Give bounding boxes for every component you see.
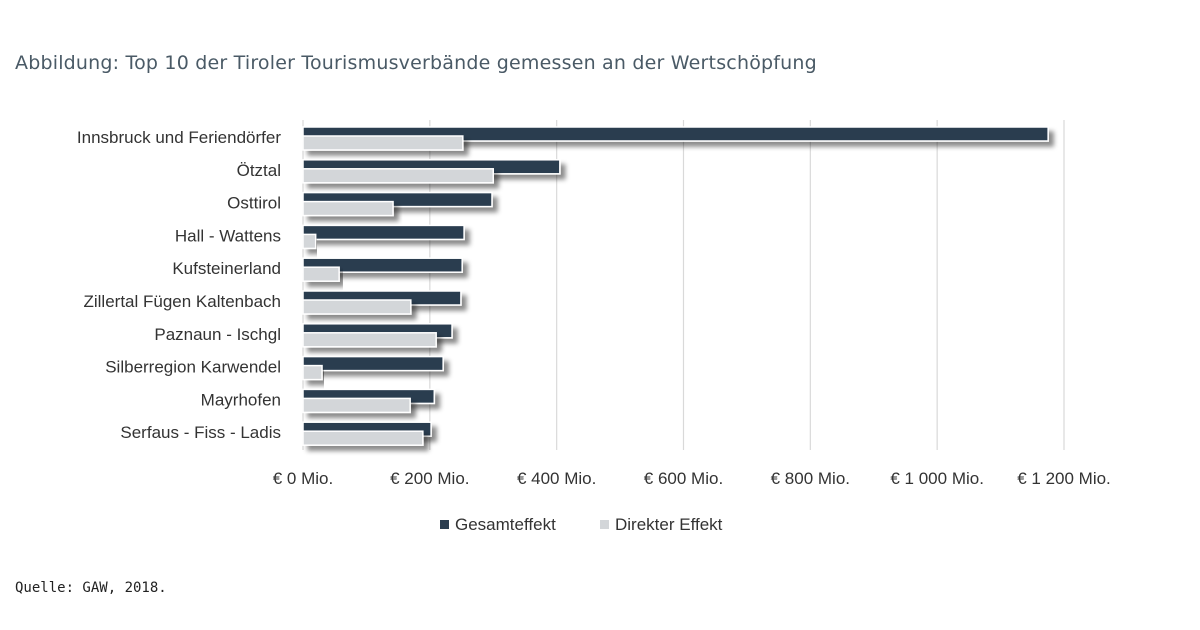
x-tick-label: € 800 Mio.: [771, 469, 850, 488]
bar-direkter-effekt: [302, 135, 464, 151]
bar-direkter-effekt: [302, 364, 323, 381]
category-label: Hall - Wattens: [175, 226, 281, 245]
category-label: Serfaus - Fiss - Ladis: [120, 423, 281, 442]
x-tick-label: € 1 200 Mio.: [1017, 469, 1111, 488]
x-tick-label: € 200 Mio.: [390, 469, 469, 488]
bar-direkter-effekt: [302, 397, 411, 414]
x-tick-label: € 1 000 Mio.: [890, 469, 984, 488]
bar-gesamteffekt: [302, 355, 444, 372]
category-label: Kufsteinerland: [172, 259, 281, 278]
category-label: Paznaun - Ischgl: [154, 325, 281, 344]
chart-title: Abbildung: Top 10 der Tiroler Tourismusv…: [15, 52, 817, 74]
source-note: Quelle: GAW, 2018.: [15, 580, 167, 596]
category-label: Zillertal Fügen Kaltenbach: [83, 292, 281, 311]
x-tick-label: € 400 Mio.: [517, 469, 596, 488]
category-label: Osttirol: [227, 194, 281, 213]
category-label: Silberregion Karwendel: [105, 358, 281, 377]
bar-gesamteffekt: [302, 126, 1049, 142]
bar-direkter-effekt: [302, 233, 317, 250]
category-label: Ötztal: [237, 161, 281, 180]
legend-label: Gesamteffekt: [455, 515, 556, 534]
bar-direkter-effekt: [302, 332, 437, 348]
bar-direkter-effekt: [302, 299, 412, 315]
category-label: Innsbruck und Feriendörfer: [77, 128, 281, 147]
bar-direkter-effekt: [302, 266, 340, 282]
bar-direkter-effekt: [302, 168, 494, 184]
legend-swatch: [600, 520, 609, 529]
x-tick-label: € 600 Mio.: [644, 469, 723, 488]
legend-label: Direkter Effekt: [615, 515, 723, 534]
x-tick-label: € 0 Mio.: [273, 469, 333, 488]
category-label: Mayrhofen: [201, 390, 281, 409]
bar-direkter-effekt: [302, 200, 394, 217]
bar-gesamteffekt: [302, 257, 463, 273]
bar-gesamteffekt: [302, 224, 465, 241]
bar-direkter-effekt: [302, 430, 424, 446]
legend-swatch: [440, 520, 449, 529]
